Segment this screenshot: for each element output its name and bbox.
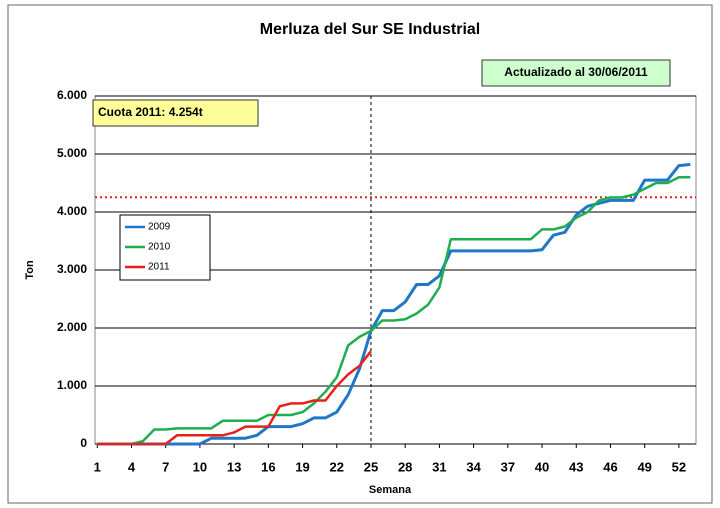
y-axis-label: Ton <box>24 260 36 280</box>
x-tick-label: 46 <box>603 459 617 474</box>
update-box <box>481 59 671 87</box>
x-tick-label: 49 <box>637 459 651 474</box>
x-tick-label: 7 <box>162 459 169 474</box>
legend-label: 2010 <box>148 242 171 253</box>
x-tick-label: 31 <box>432 459 446 474</box>
x-tick-label: 25 <box>364 459 378 474</box>
y-tick-label: 0 <box>80 436 87 450</box>
chart-title: Merluza del Sur SE Industrial <box>260 21 481 38</box>
x-tick-label: 22 <box>330 459 344 474</box>
quota-box <box>92 99 259 127</box>
x-tick-label: 28 <box>398 459 412 474</box>
x-tick-label: 34 <box>466 459 481 474</box>
x-tick-label: 19 <box>295 459 309 474</box>
legend-label: 2011 <box>148 262 170 273</box>
x-tick-label: 16 <box>261 459 275 474</box>
series-line <box>97 162 691 446</box>
y-tick-label: 6.000 <box>57 88 87 102</box>
x-tick-label: 43 <box>569 459 583 474</box>
quota-note: Cuota 2011: 4.254t <box>98 105 203 119</box>
y-tick-label: 5.000 <box>57 146 87 160</box>
x-tick-label: 10 <box>193 459 207 474</box>
y-tick-label: 2.000 <box>57 320 87 334</box>
x-tick-label: 1 <box>94 459 101 474</box>
x-tick-label: 37 <box>501 459 515 474</box>
x-tick-label: 52 <box>672 459 686 474</box>
y-tick-label: 1.000 <box>57 378 87 392</box>
series-line <box>97 350 372 446</box>
x-tick-label: 4 <box>128 459 136 474</box>
legend-label: 2009 <box>148 222 171 233</box>
x-tick-label: 40 <box>535 459 549 474</box>
update-note: Actualizado al 30/06/2011 <box>504 65 648 79</box>
y-tick-label: 4.000 <box>57 204 87 218</box>
x-axis-label: Semana <box>369 484 412 496</box>
series-line <box>97 175 691 446</box>
y-tick-label: 3.000 <box>57 262 87 276</box>
x-tick-label: 13 <box>227 459 241 474</box>
